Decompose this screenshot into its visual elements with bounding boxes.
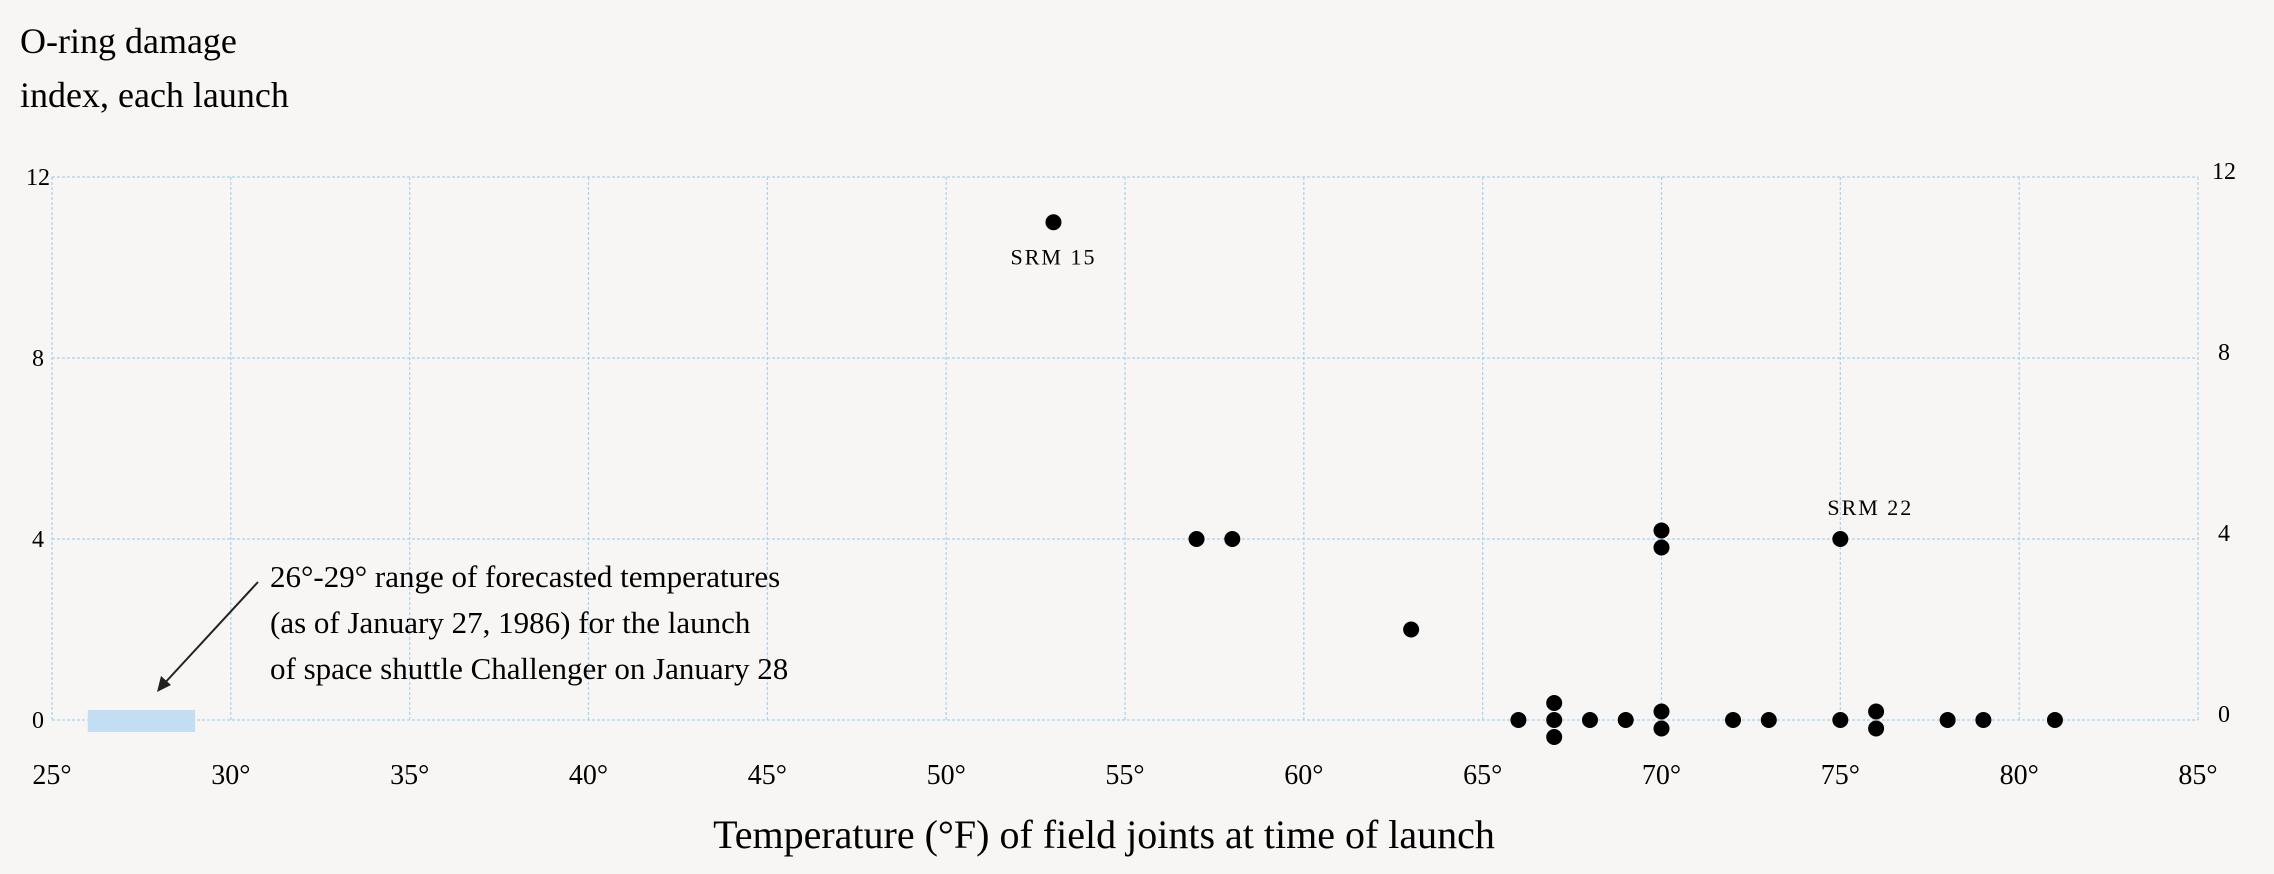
data-point (1653, 703, 1670, 720)
data-point (1832, 712, 1849, 728)
x-tick-label: 80° (2000, 760, 2039, 791)
data-point (1510, 712, 1527, 728)
x-tick-label: 50° (927, 760, 966, 791)
data-point (1581, 712, 1598, 728)
data-point (1546, 729, 1563, 745)
x-tick-label: 40° (569, 760, 608, 791)
data-point (1188, 531, 1205, 547)
data-point (1653, 522, 1670, 539)
annotation-line-1: 26°-29° range of forecasted temperatures (270, 559, 780, 594)
y-tick-label-right: 12 (2212, 159, 2236, 185)
x-tick-labels: 25° 30° 35° 40° 45° 50° 55° 60° 65° 70° 75° 80° 85° (32, 760, 2217, 791)
point-label: SRM 22 (1827, 495, 1913, 520)
data-point (1403, 621, 1420, 638)
data-point (1653, 720, 1670, 737)
data-point (1868, 720, 1885, 737)
data-point (1546, 712, 1563, 728)
y-tick-labels-left: 0 4 8 12 (26, 165, 50, 734)
y-tick-labels-right: 0 4 8 12 (2212, 159, 2236, 728)
annotation-arrow-line (161, 581, 259, 687)
data-point (1868, 703, 1885, 720)
x-tick-label: 35° (390, 760, 429, 791)
y-tick-label-right: 8 (2218, 340, 2230, 366)
data-point (1975, 712, 1992, 728)
y-tick-label-left: 0 (32, 708, 44, 734)
y-tick-label-left: 4 (32, 527, 44, 553)
data-point (1653, 539, 1670, 556)
x-tick-label: 75° (1821, 760, 1860, 791)
x-axis-label: Temperature (°F) of field joints at time… (713, 812, 1495, 857)
data-point (1725, 712, 1742, 728)
data-point (1832, 531, 1849, 547)
point-labels: SRM 15 SRM 22 (1010, 244, 1913, 520)
grid (51, 176, 2199, 721)
x-tick-label: 45° (748, 760, 787, 791)
data-point (1224, 531, 1241, 547)
data-point (2046, 712, 2063, 728)
y-axis-label-line-1: O-ring damage (20, 21, 237, 61)
point-label: SRM 15 (1010, 244, 1096, 269)
annotation-line-2: (as of January 27, 1986) for the launch (270, 605, 751, 640)
y-tick-label-left: 12 (26, 165, 50, 191)
y-axis-label-line-2: index, each launch (20, 75, 289, 115)
x-tick-label: 85° (2178, 760, 2217, 791)
data-point (1546, 695, 1563, 711)
data-points (1045, 214, 2063, 745)
x-tick-label: 55° (1105, 760, 1144, 791)
y-tick-label-right: 0 (2218, 702, 2230, 728)
data-point (1045, 214, 1062, 231)
data-point (1617, 712, 1634, 728)
x-tick-label: 25° (32, 760, 71, 791)
x-tick-label: 30° (211, 760, 250, 791)
x-tick-label: 70° (1642, 760, 1681, 791)
annotation-line-3: of space shuttle Challenger on January 2… (270, 651, 788, 686)
x-tick-label: 65° (1463, 760, 1502, 791)
x-tick-label: 60° (1284, 760, 1323, 791)
data-point (1760, 712, 1777, 728)
y-tick-label-right: 4 (2218, 521, 2230, 547)
forecast-range-band (87, 710, 196, 732)
y-tick-label-left: 8 (32, 346, 44, 372)
annotation-arrow-head (157, 676, 171, 692)
data-point (1939, 712, 1956, 728)
